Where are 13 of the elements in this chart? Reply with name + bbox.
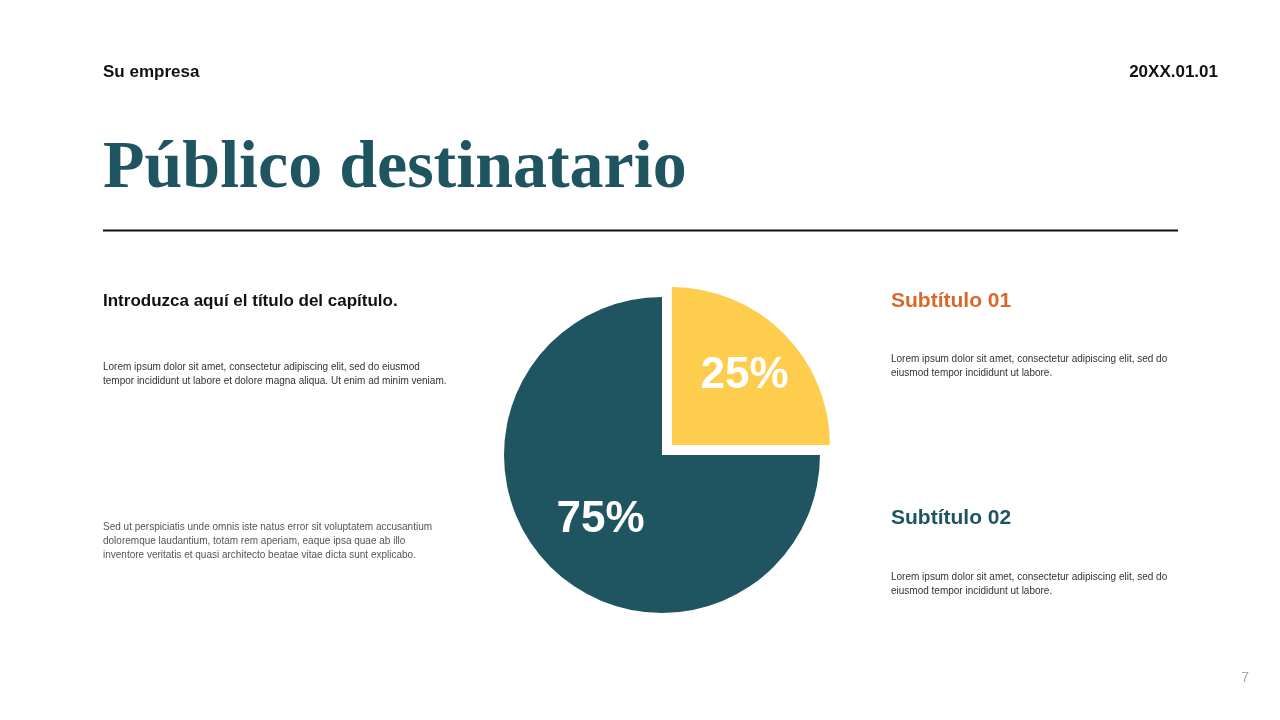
text: Introduzca aquí el título del capítulo.	[103, 291, 398, 310]
text: 7	[1241, 669, 1250, 685]
text: Lorem ipsum dolor sit amet, consectetur adipiscing elit, sed do eiusmod tempor incididunt ut labore et dolore magna aliqua. Ut enim ad minim veniam.	[103, 361, 447, 386]
data-label: 75%	[556, 491, 645, 541]
text: Lorem ipsum dolor sit amet, consectetur adipiscing elit, sed do eiusmod tempor incididunt ut labore.	[891, 571, 1168, 596]
text: Lorem ipsum dolor sit amet, consectetur adipiscing elit, sed do eiusmod tempor incididunt ut labore.	[891, 353, 1168, 378]
chart-title: Público destinatario	[103, 126, 687, 202]
data-label: 25%	[700, 347, 789, 397]
text: Subtítulo 01	[891, 288, 1012, 311]
text: Subtítulo 02	[891, 505, 1012, 528]
text: Sed ut perspiciatis unde omnis iste natus error sit voluptatem accusantium doloremque laudantium, totam rem aperiam, eaque ipsa quae ab illo inventore veritatis et quasi architecto beatae vitae dicta sunt explicabo.	[103, 521, 433, 560]
text: Su empresa	[103, 62, 200, 81]
text: 20XX.01.01	[1129, 62, 1218, 81]
